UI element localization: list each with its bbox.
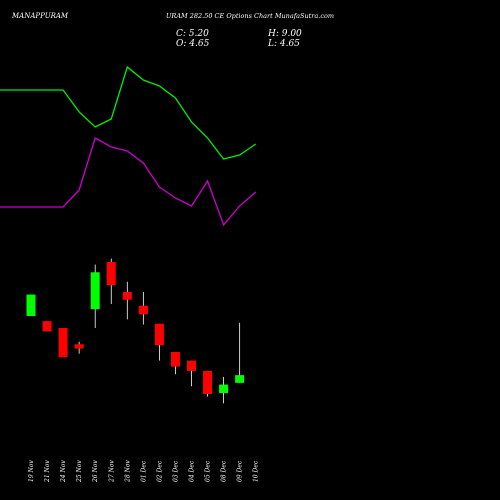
- candle-body: [26, 294, 36, 316]
- candle-body: [235, 375, 245, 383]
- candle-03-dec: [170, 352, 180, 375]
- x-tick-label: 19 Nov: [28, 460, 35, 482]
- candle-body: [90, 272, 100, 310]
- x-tick-label: 02 Dec: [156, 460, 163, 482]
- x-tick-label: 21 Nov: [44, 460, 51, 483]
- candle-body: [170, 352, 180, 367]
- x-tick-label: 05 Dec: [205, 460, 212, 482]
- close-value: C: 5.20: [176, 29, 209, 39]
- x-tick-label: 26 Nov: [92, 460, 99, 483]
- open-value: O: 4.65: [176, 39, 210, 49]
- candle-08-dec: [219, 376, 229, 404]
- candle-body: [154, 323, 164, 346]
- x-tick-label: 25 Nov: [76, 460, 83, 483]
- candle-01-dec: [138, 292, 148, 325]
- chart-title: URAM 282.50 CE Options Chart MunafaSutra…: [166, 12, 334, 20]
- candles: [26, 258, 245, 404]
- candle-28-nov: [122, 281, 132, 320]
- low-value: L: 4.65: [267, 39, 300, 49]
- candle-body: [122, 292, 132, 300]
- candle-body: [106, 262, 116, 286]
- candle-body: [187, 360, 196, 371]
- x-tick-label: 04 Dec: [189, 460, 196, 482]
- symbol-label: MANAPPURAM: [11, 12, 69, 20]
- candle-body: [203, 370, 213, 394]
- candle-05-dec: [203, 370, 213, 397]
- x-tick-label: 27 Nov: [108, 460, 115, 483]
- high-value: H: 9.00: [267, 29, 302, 39]
- x-tick-label: 01 Dec: [140, 460, 147, 482]
- candle-body: [74, 344, 84, 349]
- candle-27-nov: [106, 258, 116, 304]
- x-axis-ticks: 19 Nov 21 Nov 24 Nov 25 Nov 26 Nov 27 Nov 28 N…: [28, 460, 260, 483]
- candle-09-dec: [235, 322, 245, 383]
- candle-body: [138, 305, 148, 315]
- candle-24-nov: [58, 328, 68, 358]
- x-tick-label: 08 Dec: [221, 460, 228, 482]
- candle-body: [58, 328, 68, 358]
- candle-body: [219, 384, 229, 394]
- candle-body: [42, 321, 52, 332]
- candle-19-nov: [26, 294, 36, 316]
- moving-averages: [0, 65, 257, 227]
- x-tick-label: 10 Dec: [253, 460, 260, 482]
- x-tick-label: 28 Nov: [124, 460, 131, 483]
- x-tick-label: 24 Nov: [60, 460, 67, 483]
- candle-02-dec: [154, 323, 164, 361]
- candle-26-nov: [90, 264, 100, 328]
- candle-21-nov: [42, 321, 52, 332]
- candle-04-dec: [187, 360, 196, 387]
- ma-line-1: [0, 65, 257, 160]
- x-tick-label: 09 Dec: [237, 460, 244, 482]
- candle-25-nov: [74, 341, 84, 354]
- ma-line-2: [0, 137, 257, 227]
- x-tick-label: 03 Dec: [172, 460, 179, 482]
